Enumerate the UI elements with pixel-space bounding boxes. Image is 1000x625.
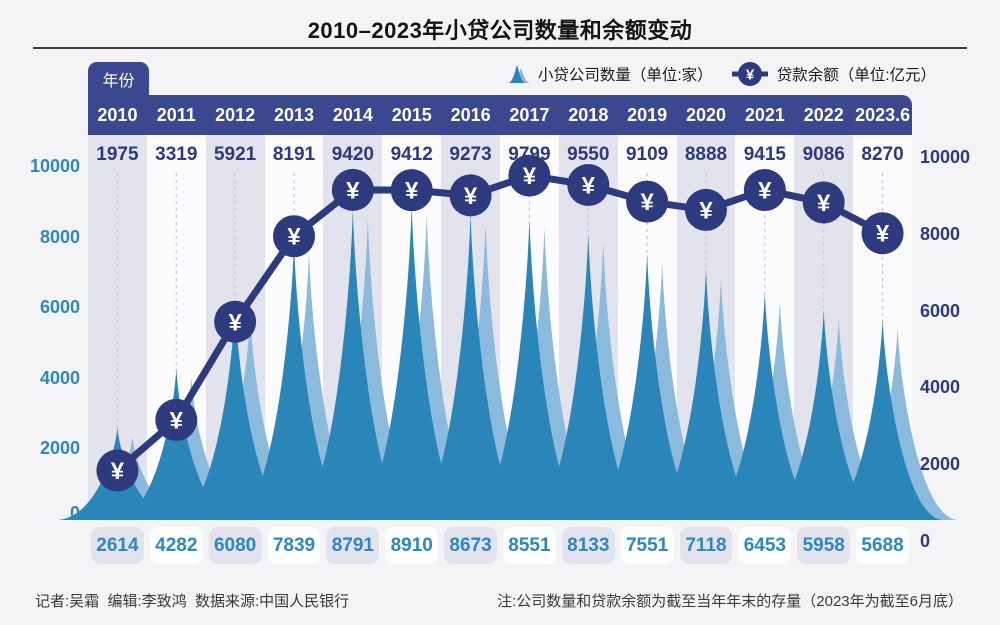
year-label: 2023.6: [855, 104, 911, 125]
chart-column: 9109: [617, 135, 677, 520]
count-value-box: 6453: [738, 527, 792, 564]
balance-value-label: 8191: [272, 144, 316, 165]
balance-value-label: 3319: [155, 144, 198, 165]
left-axis-tick: 6000: [39, 297, 80, 318]
year-label: 2021: [744, 104, 785, 125]
balance-value-label: 9420: [331, 144, 374, 165]
left-axis-tick: 2000: [39, 438, 80, 459]
right-axis-tick: 6000: [920, 300, 961, 321]
count-value-box: 7551: [620, 527, 674, 564]
left-axis-tick: 8000: [39, 226, 80, 247]
balance-value-label: 9273: [449, 144, 492, 165]
balance-value-label: 9799: [508, 144, 551, 165]
year-header-band: 2010 2011 2012 2013 2014 2015 2016 2017 2018 2019…: [88, 95, 912, 135]
chart-column: 9799: [500, 135, 559, 520]
chart-column: 1975: [88, 135, 147, 520]
credits-text: 记者:吴霜 编辑:李致鸿 数据来源:中国人民银行: [35, 593, 350, 610]
year-label: 2014: [332, 104, 373, 125]
page-title: 2010–2023年小贷公司数量和余额变动: [307, 18, 693, 43]
yuan-marker-icon: ¥: [731, 62, 768, 86]
right-axis-tick: 10000: [920, 147, 971, 167]
year-label: 2012: [215, 104, 256, 125]
chart-column: 8270: [853, 135, 912, 520]
count-value-box: 8910: [385, 527, 439, 564]
count-value-box: 8791: [326, 527, 380, 564]
chart-column: 9273: [441, 135, 500, 520]
right-axis-tick: 8000: [920, 223, 961, 244]
year-label: 2022: [803, 104, 844, 125]
right-axis-tick: 0: [920, 531, 931, 551]
chart-column: 9415: [735, 135, 795, 520]
count-value-box: 2614: [91, 527, 144, 564]
balance-value-label: 9412: [390, 144, 433, 165]
chart-column: 8888: [676, 135, 736, 520]
chart-column: 5921: [205, 135, 265, 520]
count-value-box: 8133: [561, 527, 615, 564]
right-axis-tick: 2000: [920, 454, 961, 475]
count-value-box: 8551: [503, 527, 556, 564]
chart-column: 3319: [146, 135, 206, 520]
year-label: 2010: [97, 104, 138, 125]
chart-column: 9550: [558, 135, 618, 520]
balance-value-label: 9086: [802, 144, 845, 165]
year-label: 2020: [686, 104, 727, 125]
right-axis-tick: 4000: [920, 377, 961, 398]
title-divider: [33, 47, 967, 49]
legend-balance-label: 贷款余额（单位:亿元）: [776, 67, 936, 84]
legend-companies-label: 小贷公司数量（单位:家）: [537, 67, 713, 84]
count-value-box: 6080: [208, 527, 262, 564]
chart-column: 9086: [794, 135, 854, 520]
balance-value-label: 1975: [96, 144, 139, 165]
year-tab: 年份: [88, 62, 149, 95]
count-value-box: 8673: [444, 527, 497, 564]
left-axis-tick: 4000: [39, 367, 80, 388]
year-label: 2011: [156, 104, 196, 125]
left-axis-tick: 10000: [29, 156, 80, 176]
legend: 小贷公司数量（单位:家） ¥ 贷款余额（单位:亿元）: [507, 61, 936, 87]
year-label: 2016: [450, 104, 491, 125]
count-value-box: 5688: [856, 527, 909, 564]
count-value-box: 7118: [679, 527, 733, 564]
balance-value-label: 9550: [567, 144, 610, 165]
count-value-box: 4282: [149, 527, 203, 564]
chart-column: 9412: [382, 135, 442, 520]
svg-text:¥: ¥: [746, 67, 755, 84]
spike-triangle-icon: [507, 65, 530, 83]
note-text: 注:公司数量和贷款余额为截至当年年末的存量（2023年为截至6月底）: [497, 593, 963, 610]
balance-value-label: 9109: [625, 144, 669, 165]
year-label: 2017: [509, 104, 550, 125]
balance-value-label: 5921: [213, 144, 257, 165]
chart-column: 8191: [264, 135, 324, 520]
year-label: 2013: [273, 104, 315, 125]
legend-item-companies: 小贷公司数量（单位:家）: [507, 63, 713, 85]
legend-item-balance: ¥ 贷款余额（单位:亿元）: [731, 61, 936, 87]
chart-column: 9420: [323, 135, 383, 520]
count-value-box: 7839: [267, 527, 321, 564]
balance-value-label: 9415: [743, 144, 786, 165]
year-label: 2018: [568, 104, 609, 125]
year-label: 2019: [627, 104, 668, 125]
year-label: 2015: [391, 104, 432, 125]
left-axis-tick: 0: [69, 503, 80, 523]
balance-value-label: 8888: [684, 144, 728, 165]
count-value-box: 5958: [797, 527, 851, 564]
balance-value-label: 8270: [861, 144, 904, 165]
